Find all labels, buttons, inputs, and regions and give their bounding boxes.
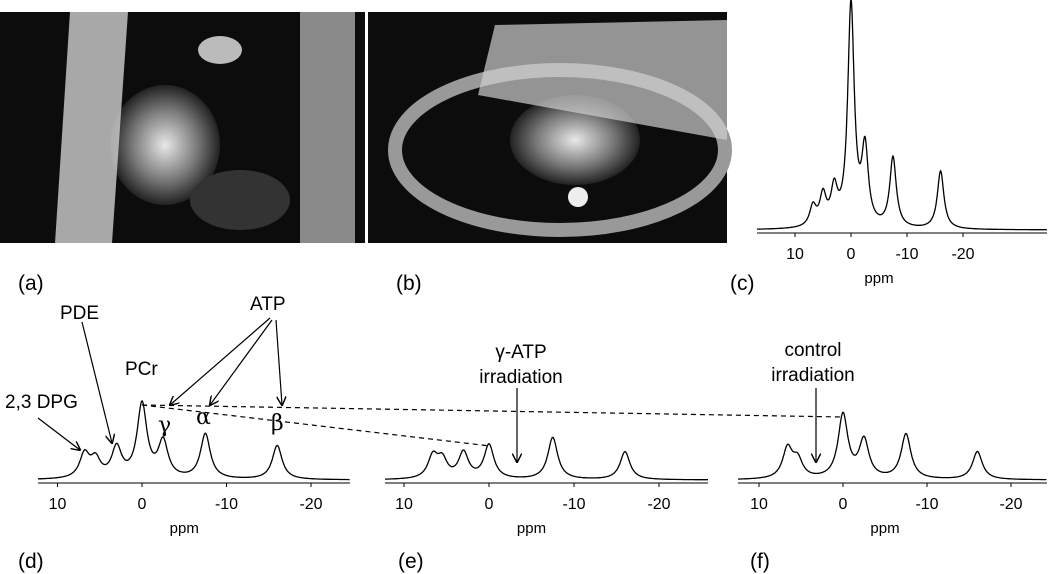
- x-tick-label: 0: [839, 496, 848, 513]
- x-tick-label: -10: [895, 246, 918, 263]
- peak: [116, 450, 117, 451]
- peak: [834, 195, 835, 196]
- panel-label: (f): [750, 550, 770, 573]
- x-tick-label: 0: [138, 496, 147, 513]
- x-tick-label: -10: [562, 496, 585, 513]
- x-tick-label: 0: [847, 246, 856, 263]
- x-tick-label: 10: [750, 496, 768, 513]
- x-tick-label: 10: [786, 246, 804, 263]
- mri-sagittal: [0, 12, 365, 243]
- panel-label: (c): [730, 272, 755, 295]
- annotation: irradiation: [771, 365, 854, 386]
- annotation: γ: [158, 413, 171, 438]
- x-tick-label: 0: [485, 496, 494, 513]
- peak: [84, 456, 85, 457]
- annotation: γ-ATP: [495, 342, 546, 363]
- x-axis-label: ppm: [170, 520, 199, 537]
- peak: [864, 442, 865, 443]
- peak: [163, 444, 164, 445]
- peak: [823, 200, 824, 201]
- x-tick-label: -20: [647, 496, 670, 513]
- x-axis-label: ppm: [517, 520, 546, 537]
- x-tick-label: -20: [299, 496, 322, 513]
- peak: [463, 454, 464, 455]
- peak: [142, 406, 143, 407]
- spectrum: [385, 436, 708, 481]
- annotation: 2,3 DPG: [5, 392, 78, 413]
- peak: [95, 462, 96, 463]
- spectrum: [37, 399, 350, 481]
- annotation: control: [784, 340, 841, 361]
- peak: [865, 155, 866, 156]
- spectrum: [757, 0, 1047, 231]
- x-axis-label: ppm: [870, 520, 899, 537]
- peak: [812, 210, 813, 211]
- x-tick-label: -20: [951, 246, 974, 263]
- panel-label: (e): [398, 550, 424, 573]
- annotation: β: [271, 411, 284, 436]
- x-tick-label: -10: [215, 496, 238, 513]
- panel-label: (a): [18, 272, 44, 295]
- panel-label: (b): [396, 272, 422, 295]
- annotation: PDE: [60, 303, 99, 324]
- annotation-arrows: [37, 317, 844, 462]
- spectrum: [737, 411, 1047, 481]
- annotation: PCr: [125, 359, 158, 380]
- x-axis-label: ppm: [864, 270, 893, 287]
- peak: [787, 450, 788, 451]
- annotation: α: [196, 405, 211, 430]
- x-tick-label: 10: [49, 496, 67, 513]
- peak: [442, 462, 443, 463]
- peak: [843, 416, 844, 417]
- peak: [489, 446, 490, 447]
- peak: [797, 462, 798, 463]
- annotation: irradiation: [479, 367, 562, 388]
- annotation: ATP: [250, 294, 286, 315]
- mri-axial: [368, 12, 732, 243]
- panel-label: (d): [18, 550, 44, 573]
- x-tick-label: -10: [915, 496, 938, 513]
- x-tick-label: 10: [395, 496, 413, 513]
- x-tick-label: -20: [999, 496, 1022, 513]
- peak: [432, 458, 433, 459]
